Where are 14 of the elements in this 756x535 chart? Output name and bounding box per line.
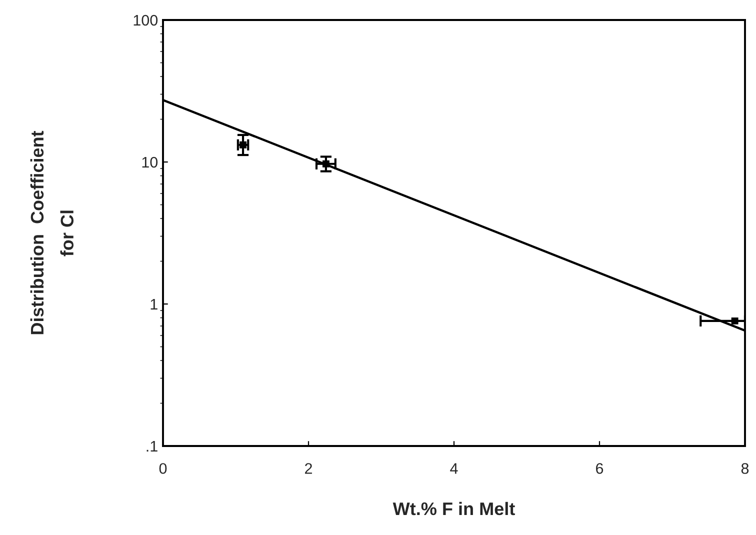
x-tick-label: 8 [741, 463, 749, 474]
y-tick-label: .1 [146, 441, 158, 452]
x-axis-title: Wt.% F in Melt [392, 502, 515, 516]
x-tick-label: 4 [450, 463, 458, 474]
y-tick-label: 100 [134, 14, 158, 26]
point [322, 160, 330, 168]
y-tick-label: 10 [142, 156, 158, 168]
point [240, 141, 246, 148]
y-axis-title: Distribution Coefficient for Cl [30, 130, 74, 334]
point [731, 317, 738, 324]
x-tick-label: 0 [159, 463, 167, 474]
x-tick-label: 2 [305, 463, 312, 474]
y-tick-label: 1 [150, 299, 158, 310]
x-tick-label: 6 [596, 463, 604, 474]
